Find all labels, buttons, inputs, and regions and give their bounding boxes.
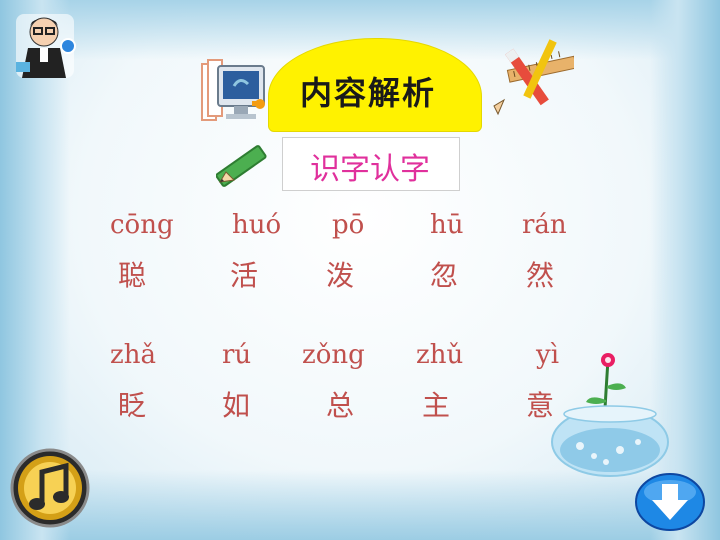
green-pen-icon [216, 145, 267, 187]
hanzi-ru: 如 [222, 389, 251, 422]
page-subtitle: 识字认字 [310, 152, 430, 187]
pinyin-ru: rú [222, 340, 252, 370]
subtitle-box [282, 137, 460, 191]
pinyin-po: pō [332, 210, 365, 240]
hanzi-zong: 总 [326, 389, 355, 422]
pinyin-zhu: zhǔ [416, 340, 464, 370]
hanzi-ran: 然 [526, 259, 555, 292]
pinyin-hu: hū [430, 210, 464, 240]
pinyin-zha: zhǎ [110, 340, 156, 370]
hanzi-yi: 意 [526, 389, 555, 422]
hanzi-cong: 聪 [118, 259, 147, 292]
pinyin-zong: zǒng [302, 340, 365, 370]
music-note-icon[interactable] [6, 446, 94, 530]
ice-border-bottom [0, 470, 720, 540]
pinyin-ran: rán [522, 210, 567, 240]
hanzi-zhu: 主 [422, 389, 451, 422]
fishbowl-icon [551, 353, 669, 477]
hanzi-hu: 忽 [430, 259, 459, 292]
hanzi-po: 泼 [326, 259, 355, 292]
page-title: 内容解析 [299, 74, 436, 112]
pencil-ruler-icon [493, 39, 574, 116]
pinyin-yi: yì [536, 340, 560, 370]
pinyin-cong: cōng [110, 210, 174, 240]
hanzi-zha: 眨 [118, 389, 147, 422]
teacher-icon [16, 14, 76, 78]
hanzi-huo: 活 [230, 259, 259, 292]
computer-icon [201, 59, 265, 121]
down-arrow-icon[interactable] [632, 468, 708, 532]
pinyin-huo: huó [232, 210, 282, 240]
